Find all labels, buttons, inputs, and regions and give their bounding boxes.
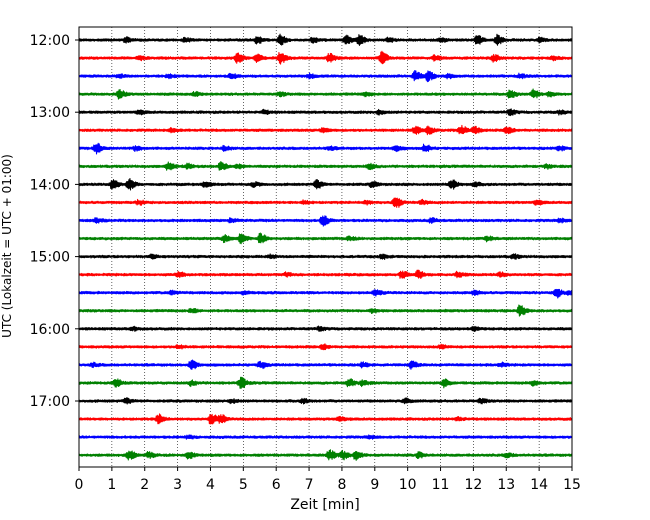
y-axis-label: UTC (Lokalzeit = UTC + 01:00) — [0, 154, 14, 338]
x-tick-label: 14 — [530, 477, 548, 493]
x-tick-label: 1 — [107, 477, 116, 493]
trace-1600 — [78, 325, 573, 332]
trace-1200 — [78, 33, 573, 46]
y-axis-ticks: 12:00 13:00 14:00 15:00 16:00 17:00 — [30, 33, 79, 410]
x-tick-label: 0 — [75, 477, 84, 493]
x-tick-label: 7 — [305, 477, 314, 493]
trace-1315 — [78, 124, 573, 136]
x-tick-label: 2 — [140, 477, 149, 493]
x-tick-label: 15 — [563, 477, 581, 493]
trace-1330 — [78, 142, 573, 155]
trace-1630 — [78, 359, 573, 371]
x-axis-label: Zeit [min] — [290, 497, 359, 513]
trace-1530 — [78, 288, 573, 299]
trace-1215 — [78, 50, 573, 65]
y-tick-label: 15:00 — [30, 250, 70, 266]
y-tick-label: 17:00 — [30, 394, 70, 410]
y-tick-label: 12:00 — [30, 33, 70, 49]
x-tick-label: 9 — [370, 477, 379, 493]
trace-1545 — [78, 304, 573, 317]
trace-1400 — [78, 177, 573, 191]
trace-1500 — [78, 253, 573, 260]
seismic-traces — [78, 33, 573, 461]
x-tick-label: 13 — [497, 477, 515, 493]
x-tick-label: 4 — [206, 477, 215, 493]
trace-1245 — [78, 88, 573, 100]
x-axis-ticks: 0 1 2 3 4 5 6 7 8 9 10 11 12 13 14 15 — [75, 467, 581, 493]
trace-1445 — [78, 232, 573, 245]
trace-1230 — [78, 69, 573, 83]
trace-1615 — [78, 343, 573, 351]
trace-1300 — [78, 108, 573, 117]
x-tick-label: 5 — [239, 477, 248, 493]
trace-1715 — [78, 413, 573, 425]
trace-1430 — [78, 215, 573, 227]
y-tick-label: 16:00 — [30, 322, 70, 338]
trace-1645 — [78, 376, 573, 389]
x-tick-label: 10 — [399, 477, 417, 493]
trace-1730 — [78, 434, 573, 440]
x-tick-label: 8 — [337, 477, 346, 493]
trace-1415 — [78, 197, 573, 208]
trace-1700 — [78, 397, 573, 405]
x-tick-label: 12 — [464, 477, 482, 493]
plot-frame — [78, 26, 573, 468]
trace-1345 — [78, 161, 573, 171]
x-tick-label: 11 — [432, 477, 450, 493]
x-tick-label: 6 — [272, 477, 281, 493]
gridlines — [111, 27, 540, 467]
y-tick-label: 13:00 — [30, 105, 70, 121]
trace-1515 — [78, 269, 573, 280]
y-tick-label: 14:00 — [30, 177, 70, 193]
trace-1745 — [78, 449, 573, 461]
x-tick-label: 3 — [173, 477, 182, 493]
